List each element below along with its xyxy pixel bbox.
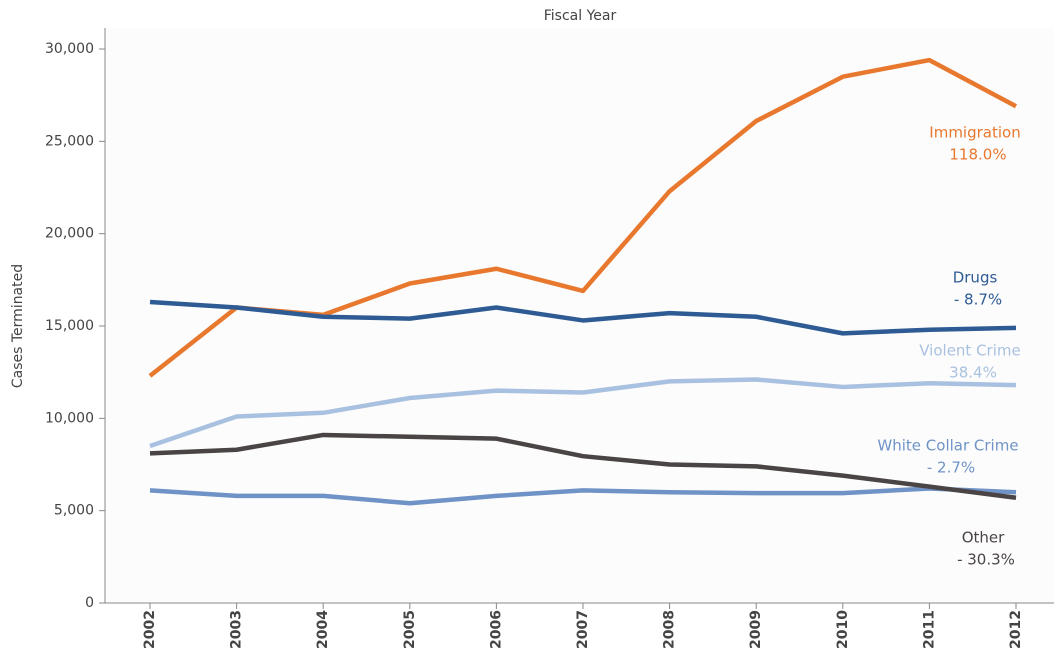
series-label: Immigration [929, 124, 1020, 142]
x-tick-label: 2007 [575, 610, 591, 649]
y-tick-label: 25,000 [45, 133, 94, 149]
x-tick-label: 2008 [662, 610, 678, 649]
series-line [149, 432, 1017, 500]
series-change: - 2.7% [927, 459, 975, 477]
x-tick-label: 2002 [142, 610, 158, 649]
series-change: - 8.7% [954, 291, 1002, 309]
series-change: - 30.3% [957, 551, 1015, 569]
x-tick-label: 2012 [1008, 610, 1024, 649]
x-tick-label: 2009 [748, 610, 764, 649]
x-tick-label: 2006 [488, 610, 504, 649]
x-tick-label: 2005 [402, 610, 418, 649]
y-tick-label: 5,000 [54, 503, 94, 519]
y-tick-label: 15,000 [45, 318, 94, 334]
series-change: 118.0% [949, 146, 1006, 164]
x-tick-label: 2011 [921, 610, 937, 649]
x-tick-label: 2004 [315, 610, 331, 649]
series-line [149, 486, 1017, 506]
plot-area [105, 28, 1054, 603]
series-label: White Collar Crime [877, 437, 1018, 455]
series-label: Violent Crime [919, 342, 1020, 360]
y-tick-label: 10,000 [45, 410, 94, 426]
x-tick-label: 2003 [229, 610, 245, 649]
series-line [149, 377, 1017, 449]
x-tick-label: 2010 [835, 610, 851, 649]
series-change: 38.4% [949, 364, 997, 382]
y-tick-label: 20,000 [45, 226, 94, 242]
series-label: Drugs [953, 269, 998, 287]
y-axis-label: Cases Terminated [10, 264, 26, 388]
series-line [149, 299, 1017, 336]
series-label: Other [962, 529, 1005, 547]
chart-title: Fiscal Year [544, 8, 617, 24]
y-tick-label: 0 [85, 595, 94, 611]
y-tick-label: 30,000 [45, 41, 94, 57]
